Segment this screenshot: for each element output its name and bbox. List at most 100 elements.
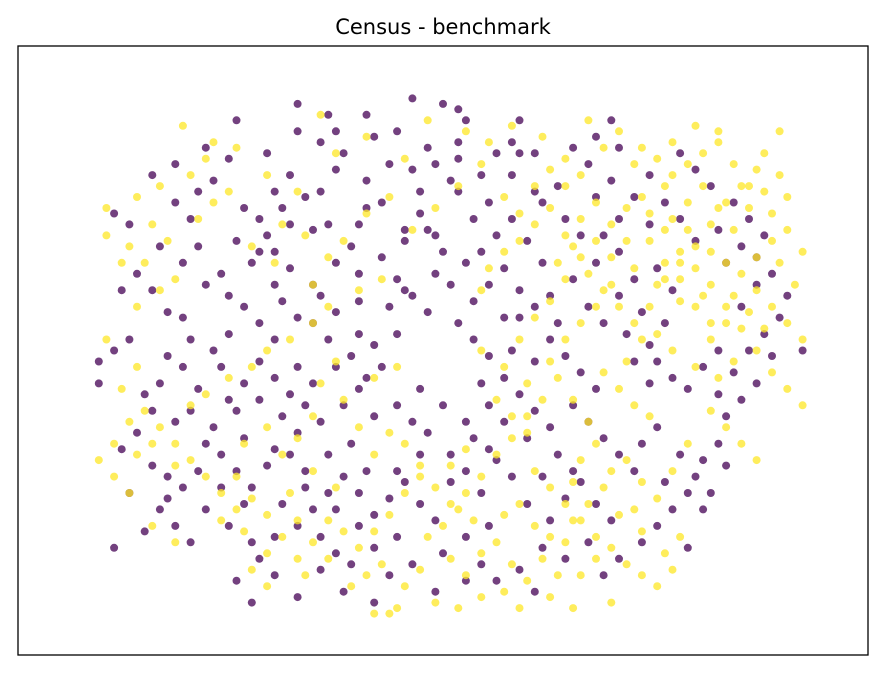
data-point-class-0 (592, 500, 600, 508)
data-point-class-0 (691, 165, 700, 174)
data-point-class-0 (301, 401, 310, 410)
data-point-class-0 (530, 149, 539, 158)
data-point-class-1 (331, 357, 340, 366)
data-point-class-1 (569, 242, 578, 251)
data-point-class-1 (500, 587, 509, 596)
data-point-class-0 (354, 330, 363, 339)
data-point-class-1 (477, 286, 486, 295)
data-point-class-1 (393, 362, 402, 371)
data-point-class-1 (148, 521, 157, 530)
data-point-class-1 (385, 193, 394, 201)
data-point-class-0 (500, 417, 509, 426)
data-point-class-1 (660, 549, 669, 558)
data-point-class-0 (477, 560, 486, 569)
data-point-class-0 (530, 587, 539, 596)
data-point-class-0 (400, 478, 409, 486)
data-point-class-0 (171, 198, 180, 207)
data-point-class-0 (178, 258, 187, 267)
data-point-class-0 (293, 593, 302, 602)
data-point-class-1 (133, 302, 141, 311)
data-point-class-0 (507, 171, 516, 180)
data-point-class-0 (515, 390, 524, 399)
data-point-class-1 (722, 319, 731, 328)
data-point-class-0 (163, 494, 172, 503)
data-point-class-1 (576, 571, 585, 580)
data-point-class-1 (615, 510, 623, 519)
data-point-class-0 (354, 384, 363, 393)
data-point-class-0 (362, 176, 371, 185)
data-point-class-1 (592, 236, 600, 245)
data-point-class-0 (171, 160, 180, 169)
data-point-class-1 (293, 516, 302, 525)
data-point-class-1 (377, 560, 386, 569)
data-point-class-1 (760, 149, 769, 158)
data-point-class-0 (316, 187, 325, 196)
data-point-class-1 (140, 258, 149, 267)
data-point-class-1 (645, 302, 654, 311)
data-point-class-1 (683, 225, 692, 234)
data-point-class-0 (385, 302, 394, 311)
data-point-class-1 (201, 390, 210, 399)
data-point-class-1 (461, 571, 470, 580)
data-point-class-0 (760, 231, 769, 240)
data-point-class-0 (660, 198, 669, 207)
data-point-class-0 (309, 505, 317, 514)
data-point-class-0 (454, 319, 463, 328)
data-point-class-0 (416, 209, 425, 218)
data-point-class-0 (94, 379, 103, 388)
data-point-class-0 (484, 198, 493, 207)
data-point-class-1 (477, 472, 486, 481)
data-point-class-1 (569, 516, 578, 525)
data-point-class-0 (645, 341, 654, 349)
data-point-class-1 (607, 220, 616, 229)
data-point-class-1 (247, 362, 256, 371)
data-point-class-1 (622, 204, 631, 212)
data-point-class-0 (523, 434, 532, 443)
data-point-class-0 (622, 330, 631, 339)
data-point-class-0 (362, 204, 371, 212)
data-point-class-1 (148, 439, 157, 448)
data-point-class-1 (400, 154, 409, 163)
data-point-class-1 (507, 121, 516, 130)
data-point-class-1 (737, 324, 746, 333)
data-point-class-0 (660, 319, 669, 328)
data-point-class-1 (133, 450, 141, 459)
data-point-class-0 (553, 182, 562, 191)
data-point-class-1 (745, 204, 753, 212)
data-point-class-1 (722, 302, 731, 311)
data-point-class-1 (798, 335, 807, 344)
data-point-class-1 (431, 598, 440, 607)
data-point-class-0 (232, 467, 241, 476)
data-point-class-1 (660, 182, 669, 191)
data-point-class-1 (775, 171, 784, 180)
data-point-class-1 (515, 335, 524, 344)
data-point-class-0 (301, 483, 310, 492)
data-point-class-1 (94, 456, 103, 465)
data-point-class-0 (615, 450, 623, 459)
data-point-class-1 (209, 198, 218, 207)
data-point-class-0 (362, 467, 371, 476)
data-point-class-0 (729, 368, 738, 377)
data-point-class-1 (676, 532, 685, 541)
data-point-class-0 (201, 143, 210, 152)
data-point-class-1 (592, 554, 600, 563)
data-point-class-1 (553, 258, 562, 267)
data-point-class-0 (186, 538, 195, 547)
data-point-class-1 (263, 549, 272, 558)
data-point-class-0 (148, 171, 157, 180)
data-point-class-0 (469, 335, 478, 344)
data-point-class-0 (331, 127, 340, 136)
data-point-class-1 (752, 346, 761, 355)
data-point-class-0 (668, 286, 677, 295)
data-point-class-1 (217, 516, 226, 525)
data-point-class-0 (224, 521, 233, 530)
data-point-class-1 (416, 565, 425, 574)
data-point-class-0 (286, 390, 294, 399)
data-point-class-0 (354, 521, 363, 530)
data-point-class-0 (599, 231, 608, 240)
data-point-class-1 (446, 500, 455, 508)
data-point-class-0 (461, 467, 470, 476)
data-point-class-1 (790, 280, 799, 289)
data-point-class-1 (630, 264, 639, 273)
data-point-class-1 (446, 461, 455, 470)
